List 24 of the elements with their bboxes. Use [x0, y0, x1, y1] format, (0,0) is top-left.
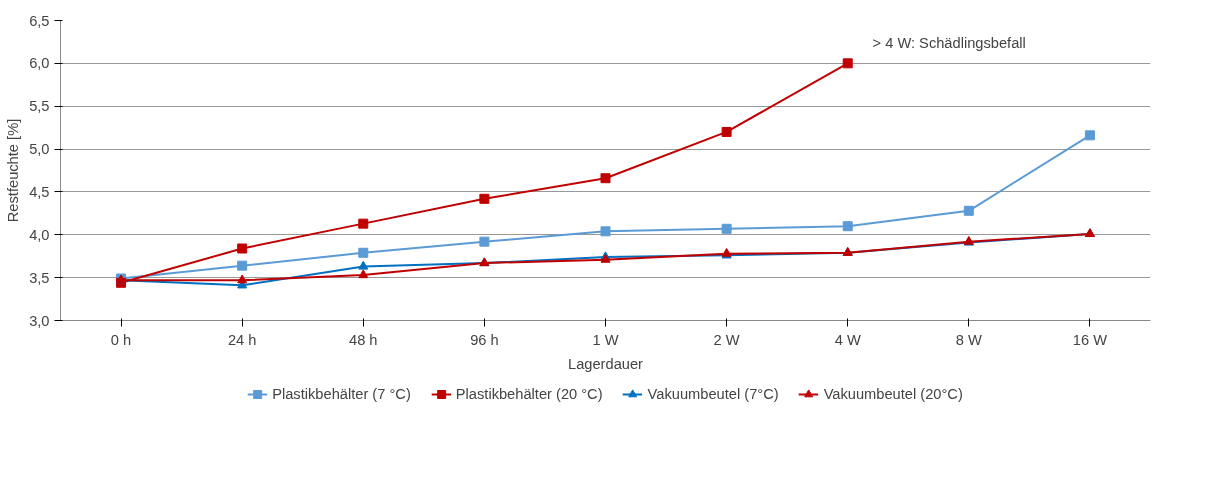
x-tick-label: 16 W: [1072, 331, 1108, 348]
x-tick-label: 0 h: [110, 331, 132, 348]
legend-label: Vakuumbeutel (7°C): [647, 386, 779, 402]
y-tick-label: 6,0: [29, 55, 50, 72]
legend-label: Plastikbehälter (20 °C): [455, 386, 603, 402]
y-tick-label: 5,5: [29, 98, 50, 115]
y-tick-label: 3,5: [29, 269, 50, 286]
y-tick-label: 6,5: [29, 12, 50, 29]
y-tick-label: 3,0: [29, 312, 50, 329]
y-tick-label: 4,5: [29, 183, 50, 200]
x-tick-label: 2 W: [713, 331, 740, 348]
x-axis-title: Lagerdauer: [568, 355, 644, 372]
legend-label: Plastikbehälter (7 °C): [272, 386, 411, 402]
x-tick-label: 96 h: [470, 331, 499, 348]
y-tick-label: 5,0: [29, 141, 50, 158]
x-tick-label: 24 h: [227, 331, 257, 348]
y-tick-label: 4,0: [29, 226, 50, 243]
x-tick-label: 4 W: [834, 331, 861, 348]
x-tick-label: 1 W: [592, 331, 619, 348]
x-tick-label: 48 h: [349, 331, 378, 348]
y-axis-title: Restfeuchte [%]: [5, 118, 22, 223]
legend-label: Vakuumbeutel (20°C): [823, 386, 963, 402]
annotation: > 4 W: Schädlingsbefall: [872, 34, 1026, 51]
x-tick-label: 8 W: [955, 331, 983, 348]
